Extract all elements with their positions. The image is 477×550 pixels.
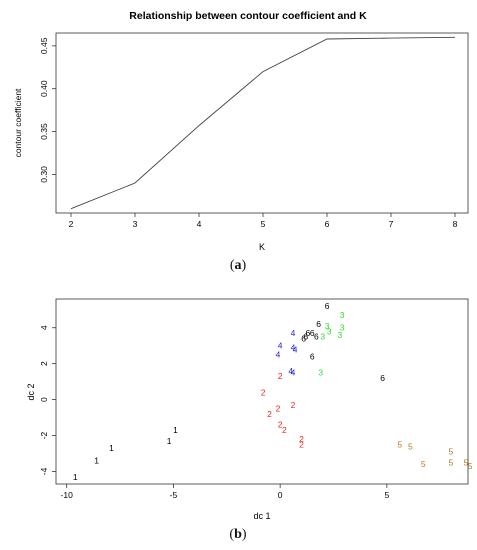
- caption-b-letter: b: [234, 527, 242, 542]
- chart-b-point-cluster-4: 4: [291, 343, 296, 353]
- chart-b-point-cluster-6: 6: [301, 334, 306, 344]
- chart-a-x-tick-label: 4: [197, 219, 202, 229]
- chart-a-x-tick-label: 2: [69, 219, 74, 229]
- chart-b-point-cluster-4: 4: [278, 341, 283, 351]
- chart-b-point-cluster-4: 4: [293, 344, 298, 354]
- chart-a-y-axis: 0.30 0.35 0.40 0.45: [39, 37, 56, 183]
- chart-b-point-cluster-1: 1: [73, 472, 78, 482]
- chart-b-point-cluster-6: 6: [316, 319, 321, 329]
- chart-b-point-cluster-4: 4: [288, 366, 293, 376]
- chart-b-point-cluster-5: 5: [449, 457, 454, 467]
- chart-b-point-cluster-6: 6: [310, 352, 315, 362]
- caption-a-letter: a: [234, 258, 242, 273]
- chart-a-plot-frame: [55, 32, 469, 214]
- chart-b-point-cluster-2: 2: [282, 425, 287, 435]
- chart-b-plot-frame: [55, 298, 469, 485]
- chart-a-x-tick-label: 7: [389, 219, 394, 229]
- chart-b-point-cluster-2: 2: [278, 420, 283, 430]
- chart-b-point-cluster-3: 3: [340, 323, 345, 333]
- chart-b-y-tick-label: 0: [39, 397, 49, 402]
- caption-b: (b): [229, 527, 247, 542]
- chart-b-point-cluster-2: 2: [278, 371, 283, 381]
- chart-b-point-cluster-4: 4: [291, 328, 296, 338]
- chart-b-point-cluster-6: 6: [303, 332, 308, 342]
- chart-b-point-cluster-2: 2: [276, 404, 281, 414]
- chart-a-x-tick-label: 8: [453, 219, 458, 229]
- chart-b-point-cluster-1: 1: [94, 456, 99, 466]
- chart-b-point-cluster-5: 5: [449, 447, 454, 457]
- chart-b-point-cluster-2: 2: [299, 440, 304, 450]
- chart-b-point-cluster-3: 3: [320, 332, 325, 342]
- chart-a: Relationship between contour coefficient…: [13, 10, 469, 252]
- chart-b-point-cluster-5: 5: [464, 457, 469, 467]
- chart-b-y-axis: -4 -2 0 2 4: [39, 325, 56, 475]
- chart-b-point-cluster-3: 3: [340, 310, 345, 320]
- chart-b-point-cluster-1: 1: [167, 436, 172, 446]
- chart-b-x-label: dc 1: [253, 511, 270, 521]
- chart-a-x-tick-label: 6: [325, 219, 330, 229]
- chart-b-point-cluster-5: 5: [397, 440, 402, 450]
- chart-b-point-cluster-3: 3: [327, 326, 332, 336]
- caption-a: (a): [229, 258, 247, 273]
- chart-b-point-cluster-4: 4: [291, 368, 296, 378]
- chart-b-point-cluster-1: 1: [109, 443, 114, 453]
- chart-a-title: Relationship between contour coefficient…: [129, 10, 367, 22]
- chart-b-point-cluster-2: 2: [299, 434, 304, 444]
- chart-b-y-tick-label: 2: [39, 361, 49, 366]
- chart-b-point-cluster-3: 3: [338, 330, 343, 340]
- chart-b-point-cluster-4: 4: [276, 350, 281, 360]
- chart-b-point-cluster-5: 5: [468, 461, 473, 471]
- chart-b-x-axis: -10 -5 0 5: [61, 484, 390, 500]
- chart-b-point-cluster-1: 1: [173, 425, 178, 435]
- chart-b-x-tick-label: 5: [385, 490, 390, 500]
- chart-b-x-tick-label: 0: [278, 490, 283, 500]
- chart-a-y-label: contour coefficient: [13, 88, 23, 157]
- chart-b-y-tick-label: -4: [39, 467, 49, 475]
- chart-b-point-cluster-6: 6: [380, 373, 385, 383]
- chart-a-x-axis: 2 3 4 5 6 7 8: [69, 213, 458, 229]
- chart-b-point-cluster-6: 6: [306, 328, 311, 338]
- chart-a-y-tick-label: 0.30: [39, 166, 49, 183]
- chart-b-y-tick-label: 4: [39, 325, 49, 330]
- chart-b-point-cluster-6: 6: [310, 328, 315, 338]
- chart-b-point-cluster-6: 6: [314, 332, 319, 342]
- chart-b-point-cluster-3: 3: [325, 321, 330, 331]
- chart-b-point-cluster-2: 2: [261, 387, 266, 397]
- chart-b-y-tick-label: -2: [39, 431, 49, 439]
- chart-b-point-cluster-6: 6: [325, 301, 330, 311]
- chart-a-y-tick-label: 0.40: [39, 80, 49, 97]
- chart-a-x-tick-label: 5: [261, 219, 266, 229]
- chart-b-point-cluster-3: 3: [318, 368, 323, 378]
- chart-a-y-tick-label: 0.45: [39, 37, 49, 54]
- chart-a-series-line: [70, 36, 456, 210]
- chart-b-point-cluster-2: 2: [267, 409, 272, 419]
- chart-b-point-cluster-5: 5: [408, 441, 413, 451]
- chart-b-x-tick-label: -5: [170, 490, 178, 500]
- chart-b-y-label: dc 2: [26, 383, 36, 400]
- chart-a-y-tick-label: 0.35: [39, 123, 49, 140]
- chart-b-x-tick-label: -10: [61, 490, 74, 500]
- chart-a-x-tick-label: 3: [133, 219, 138, 229]
- chart-b-point-cluster-2: 2: [291, 400, 296, 410]
- chart-b-point-cluster-5: 5: [421, 459, 426, 469]
- chart-a-x-label: K: [259, 242, 265, 252]
